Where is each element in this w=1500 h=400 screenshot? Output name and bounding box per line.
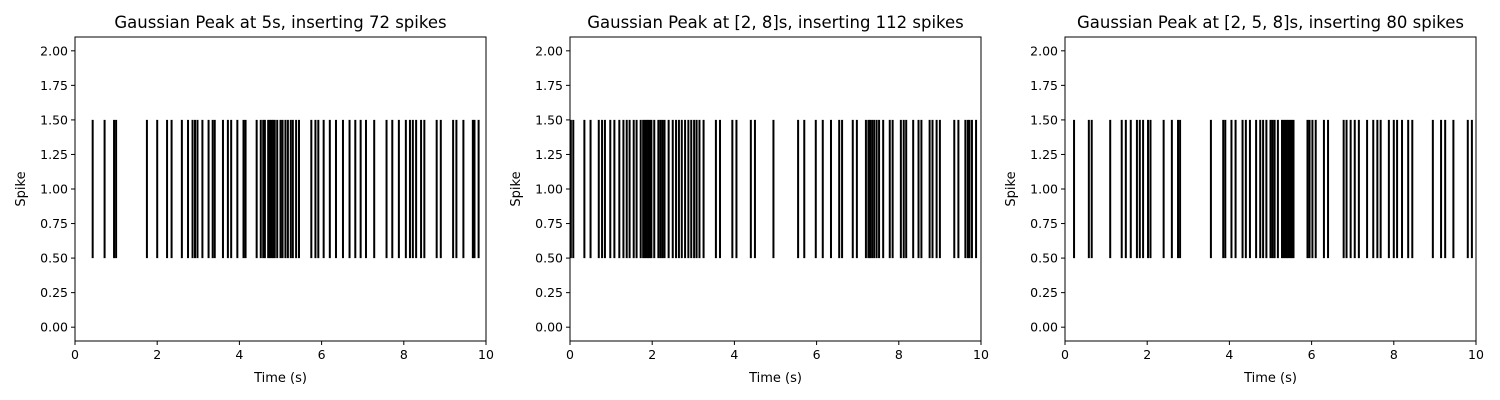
x-tick-label: 2: [648, 347, 656, 362]
x-tick-label: 8: [1390, 347, 1398, 362]
y-tick-label: 0.75: [40, 216, 68, 231]
spike-train: [1073, 119, 1473, 259]
y-tick-label: 1.50: [535, 112, 563, 127]
y-tick-label: 0.50: [535, 251, 563, 266]
x-tick-label: 10: [478, 347, 494, 362]
y-tick-label: 1.00: [535, 182, 563, 197]
y-tick-label: 1.75: [535, 78, 563, 93]
x-tick-label: 0: [71, 347, 79, 362]
y-axis-label: Spike: [14, 171, 29, 206]
y-tick-label: 0.75: [1030, 216, 1058, 231]
y-tick-label: 0.00: [40, 320, 68, 335]
x-tick-label: 0: [1061, 347, 1069, 362]
y-tick-label: 1.75: [40, 78, 68, 93]
y-tick-label: 1.25: [1030, 147, 1058, 162]
x-axis-label: Time (s): [253, 371, 307, 386]
y-tick-label: 1.00: [40, 182, 68, 197]
y-tick-label: 1.75: [1030, 78, 1058, 93]
x-axis-label: Time (s): [1243, 371, 1297, 386]
y-tick-label: 2.00: [40, 43, 68, 58]
x-tick-label: 4: [1225, 347, 1233, 362]
chart-title: Gaussian Peak at [2, 5, 8]s, inserting 8…: [1077, 13, 1464, 32]
y-axis-label: Spike: [509, 171, 524, 206]
y-tick-label: 1.25: [535, 147, 563, 162]
x-tick-label: 0: [566, 347, 574, 362]
x-tick-label: 10: [1468, 347, 1484, 362]
y-tick-label: 2.00: [535, 43, 563, 58]
spike-train: [569, 119, 978, 259]
spike-train: [91, 119, 480, 259]
y-tick-label: 0.25: [40, 285, 68, 300]
x-tick-label: 6: [318, 347, 326, 362]
y-axis-label: Spike: [1004, 171, 1019, 206]
y-tick-label: 0.50: [1030, 251, 1058, 266]
x-tick-label: 8: [400, 347, 408, 362]
x-tick-label: 6: [1308, 347, 1316, 362]
x-tick-label: 4: [235, 347, 243, 362]
x-tick-label: 2: [1143, 347, 1151, 362]
chart-panel-1: 0 2 4 6 8 10 0.00 0.25 0.50 0.75 1.00 1.25 1.50 1.75 2…: [14, 13, 494, 386]
x-tick-label: 10: [973, 347, 989, 362]
y-tick-label: 0.25: [1030, 285, 1058, 300]
y-tick-label: 0.25: [535, 285, 563, 300]
x-axis-label: Time (s): [748, 371, 802, 386]
chart-title: Gaussian Peak at [2, 8]s, inserting 112 …: [587, 13, 964, 32]
y-tick-label: 1.00: [1030, 182, 1058, 197]
y-tick-label: 1.25: [40, 147, 68, 162]
y-tick-label: 0.00: [1030, 320, 1058, 335]
chart-title: Gaussian Peak at 5s, inserting 72 spikes: [114, 13, 446, 32]
x-tick-label: 8: [895, 347, 903, 362]
x-tick-label: 6: [813, 347, 821, 362]
y-tick-label: 0.50: [40, 251, 68, 266]
x-tick-label: 2: [153, 347, 161, 362]
y-tick-label: 0.75: [535, 216, 563, 231]
y-tick-label: 2.00: [1030, 43, 1058, 58]
y-tick-label: 1.50: [1030, 112, 1058, 127]
chart-panel-3: 0 2 4 6 8 10 0.00 0.25 0.50 0.75 1.00 1.25 1.50 1.75 2…: [1004, 13, 1484, 386]
y-tick-label: 0.00: [535, 320, 563, 335]
x-tick-label: 4: [730, 347, 738, 362]
chart-panel-2: 0 2 4 6 8 10 0.00 0.25 0.50 0.75 1.00 1.25 1.50 1.75 2…: [509, 13, 989, 386]
y-tick-label: 1.50: [40, 112, 68, 127]
